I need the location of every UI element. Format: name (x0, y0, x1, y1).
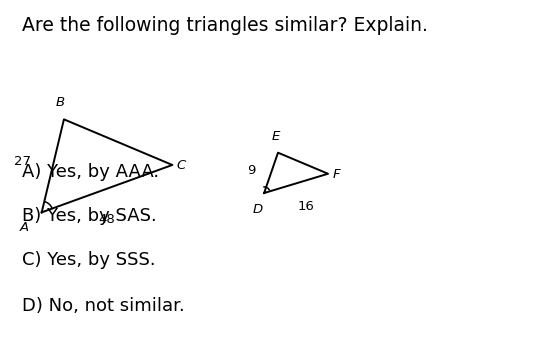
Text: Are the following triangles similar? Explain.: Are the following triangles similar? Exp… (22, 16, 428, 35)
Text: C) Yes, by SSS.: C) Yes, by SSS. (22, 251, 156, 269)
Text: D) No, not similar.: D) No, not similar. (22, 297, 185, 314)
Text: 9: 9 (247, 164, 256, 178)
Text: C: C (176, 159, 186, 172)
Text: E: E (271, 130, 280, 143)
Text: B: B (56, 96, 64, 109)
Text: 48: 48 (98, 213, 115, 226)
Text: B) Yes, by SAS.: B) Yes, by SAS. (22, 207, 157, 225)
Text: D: D (253, 203, 263, 216)
Text: A) Yes, by AAA.: A) Yes, by AAA. (22, 163, 160, 181)
Text: 27: 27 (13, 155, 31, 168)
Text: 16: 16 (297, 200, 314, 213)
Text: A: A (20, 221, 29, 234)
Text: F: F (332, 168, 340, 181)
